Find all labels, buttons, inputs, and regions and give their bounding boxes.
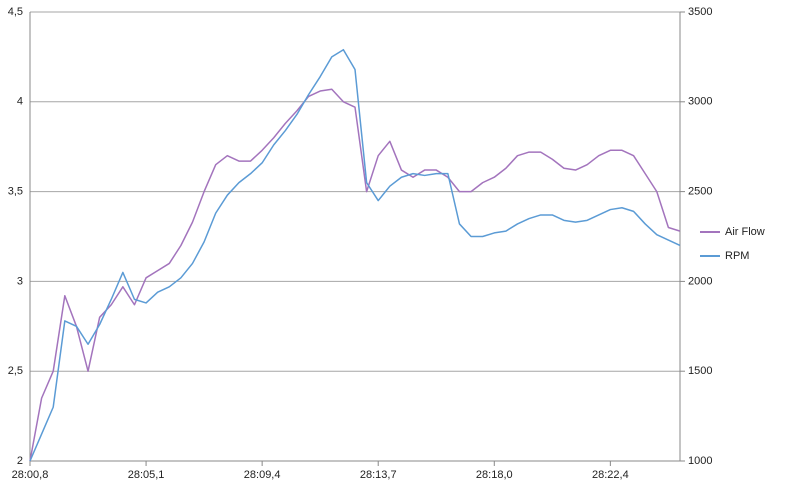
legend-label: Air Flow xyxy=(725,226,765,238)
series-line xyxy=(29,88,681,462)
y-tick-label: 4,5 xyxy=(8,6,23,18)
x-tick-label: 28:18,0 xyxy=(476,469,513,481)
legend-label: RPM xyxy=(725,250,749,262)
y-tick-label: 3,5 xyxy=(8,186,23,198)
y-tick-label: 3 xyxy=(17,275,23,287)
y2-tick-label: 3500 xyxy=(688,6,712,18)
y2-tick-label: 1500 xyxy=(688,365,712,377)
x-tick-label: 28:05,1 xyxy=(128,469,165,481)
y2-tick-label: 2000 xyxy=(688,275,712,287)
y2-tick-label: 2500 xyxy=(688,186,712,198)
y-tick-label: 4 xyxy=(17,96,23,108)
y2-tick-label: 3000 xyxy=(688,96,712,108)
series-line xyxy=(29,48,681,462)
x-tick-label: 28:09,4 xyxy=(244,469,281,481)
y-tick-label: 2,5 xyxy=(8,365,23,377)
x-tick-label: 28:22,4 xyxy=(592,469,629,481)
x-tick-label: 28:00,8 xyxy=(12,469,49,481)
y-tick-label: 2 xyxy=(17,455,23,467)
y2-tick-label: 1000 xyxy=(688,455,712,467)
x-tick-label: 28:13,7 xyxy=(360,469,397,481)
